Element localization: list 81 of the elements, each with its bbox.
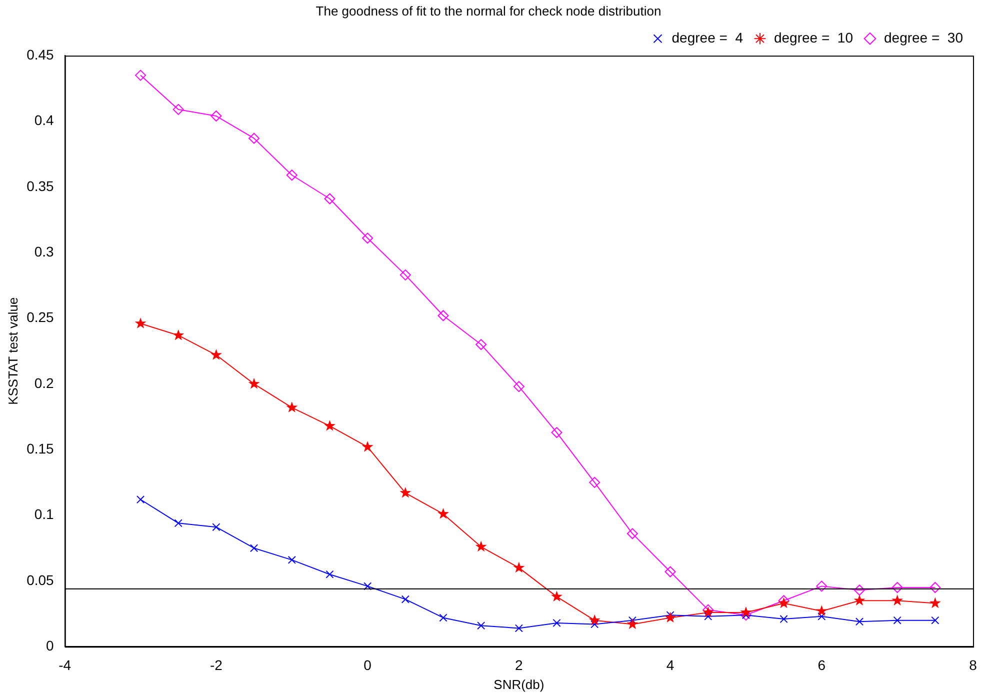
point: [172, 104, 184, 115]
x-tick-label: -4: [58, 656, 72, 673]
y-tick-label: 0.05: [26, 572, 54, 588]
point: [664, 566, 676, 578]
point: [286, 170, 298, 181]
point: [855, 618, 864, 626]
point: [551, 590, 562, 602]
legend-label: degree = 4: [672, 29, 744, 46]
point: [664, 612, 676, 623]
point: [892, 594, 904, 606]
point: [816, 605, 828, 616]
point: [704, 612, 712, 620]
y-axis-title: KSSTAT test value: [5, 297, 20, 405]
y-tick-label: 0.45: [26, 46, 54, 62]
y-tick-label: 0.15: [26, 440, 54, 456]
point: [929, 597, 941, 608]
point: [475, 540, 487, 552]
point: [626, 528, 638, 540]
point: [248, 132, 260, 144]
point: [551, 427, 562, 438]
point: [288, 556, 296, 564]
point: [362, 232, 374, 244]
point: [552, 618, 561, 627]
point: [780, 614, 788, 624]
y-tick-label: 0.3: [34, 243, 54, 260]
point: [816, 580, 828, 592]
point: [362, 440, 374, 452]
point: [854, 594, 866, 606]
point: [513, 381, 524, 392]
point: [439, 614, 448, 622]
point: [172, 329, 184, 340]
point: [854, 584, 865, 596]
point: [893, 616, 902, 624]
point: [400, 486, 412, 498]
x-tick-label: 4: [666, 656, 674, 673]
point: [588, 614, 600, 626]
point: [892, 582, 903, 593]
point: [364, 582, 372, 590]
point: [210, 110, 222, 122]
x-tick-label: -2: [210, 656, 223, 673]
point: [135, 70, 146, 81]
point: [401, 595, 410, 604]
y-tick-label: 0: [46, 637, 54, 654]
legend-label: degree = 30: [884, 29, 964, 46]
point: [476, 339, 487, 350]
point: [324, 193, 336, 204]
legend-label: degree = 10: [774, 29, 854, 46]
y-tick-label: 0.2: [34, 374, 54, 391]
point: [438, 508, 449, 519]
point: [514, 624, 523, 632]
point: [590, 620, 599, 628]
point: [400, 269, 411, 280]
y-tick-label: 0.25: [26, 309, 54, 326]
point: [248, 378, 260, 389]
y-tick-label: 0.4: [34, 112, 54, 128]
y-tick-label: 0.35: [26, 178, 54, 194]
point: [212, 523, 220, 532]
point: [324, 420, 336, 431]
chart-title: The goodness of fit to the normal for check node distribution: [316, 3, 662, 18]
point: [136, 495, 145, 504]
point: [626, 618, 638, 630]
point: [513, 562, 525, 573]
point: [477, 622, 486, 630]
point: [930, 582, 941, 593]
point: [589, 476, 600, 488]
point: [174, 519, 182, 528]
point: [740, 606, 752, 618]
point: [286, 402, 298, 412]
x-tick-label: 6: [818, 656, 826, 673]
x-tick-label: 2: [515, 656, 524, 673]
point: [818, 612, 826, 620]
point: [438, 310, 449, 322]
point: [250, 544, 258, 552]
point: [326, 570, 334, 578]
y-tick-label: 0.1: [34, 506, 54, 522]
point: [931, 616, 940, 624]
point: [210, 349, 222, 360]
point: [134, 318, 146, 328]
x-tick-label: 0: [364, 656, 372, 673]
x-tick-label: 8: [969, 656, 978, 673]
x-axis-title: SNR(db): [494, 676, 544, 692]
